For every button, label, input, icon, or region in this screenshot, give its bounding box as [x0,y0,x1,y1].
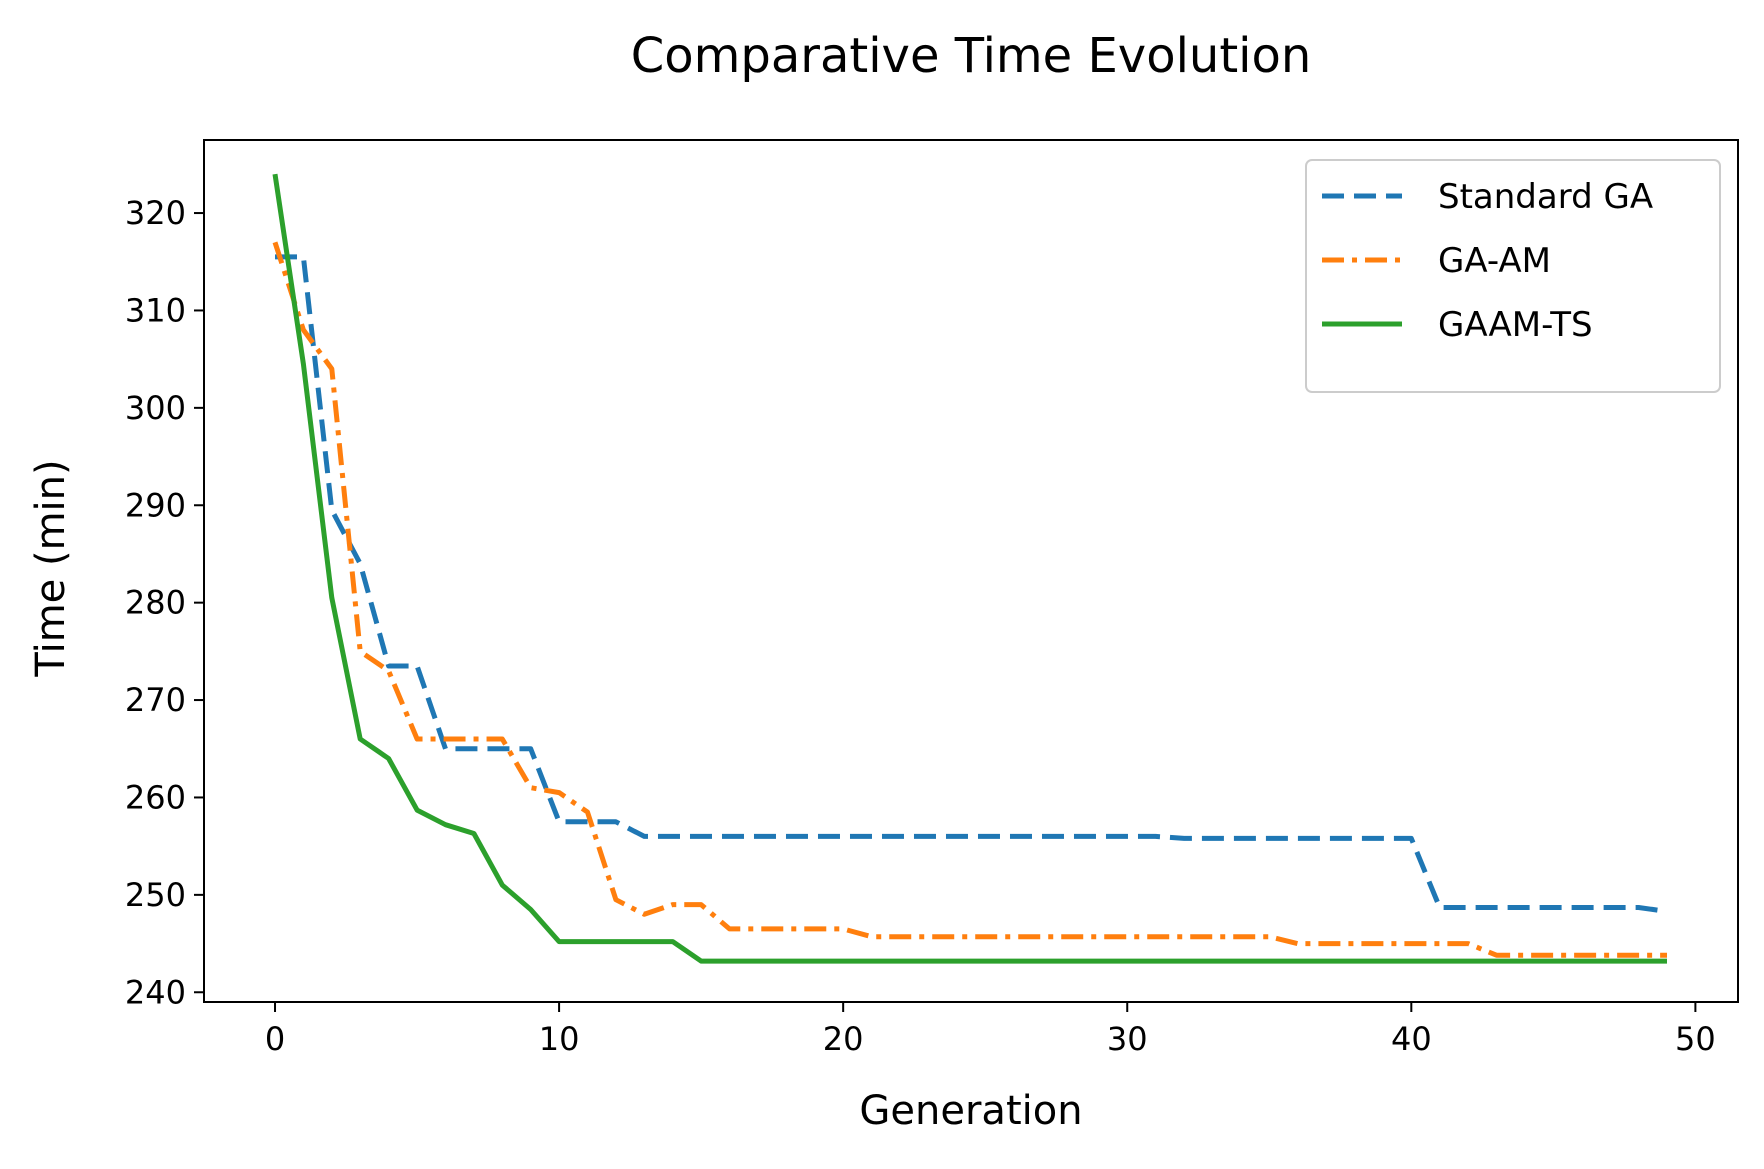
x-tick-label: 20 [823,1020,864,1058]
y-axis-label: Time (min) [28,459,74,677]
x-tick-label: 50 [1675,1020,1716,1058]
legend-label: GA-AM [1438,241,1551,281]
series-line-standard-ga [275,254,1668,914]
axis-ticks: 0 10 20 30 40 50 240 250 260 270 280 290 300 310 320 [125,194,1716,1058]
legend-box [1305,159,1721,393]
y-tick-label: 320 [125,194,186,232]
series-line-gaam-ts [272,173,1667,964]
x-tick-label: 0 [265,1020,285,1058]
legend: Standard GA GA-AM GAAM-TS [1305,159,1721,393]
chart-title: Comparative Time Evolution [631,28,1312,84]
legend-label: GAAM-TS [1438,305,1593,345]
y-tick-label: 300 [125,389,186,427]
y-tick-label: 270 [125,681,186,719]
plot-frame [203,139,1739,1003]
y-tick-label: 280 [125,584,186,622]
series-layer [272,173,1668,964]
x-tick-label: 10 [539,1020,580,1058]
y-tick-label: 310 [125,291,186,329]
y-tick-label: 240 [125,973,186,1011]
series-line-ga-am [272,241,1667,958]
y-tick-label: 250 [125,876,186,914]
y-tick-label: 290 [125,486,186,524]
legend-label: Standard GA [1438,177,1653,217]
x-tick-label: 40 [1391,1020,1432,1058]
y-tick-label: 260 [125,778,186,816]
x-axis-label: Generation [859,1088,1082,1134]
x-tick-label: 30 [1107,1020,1148,1058]
